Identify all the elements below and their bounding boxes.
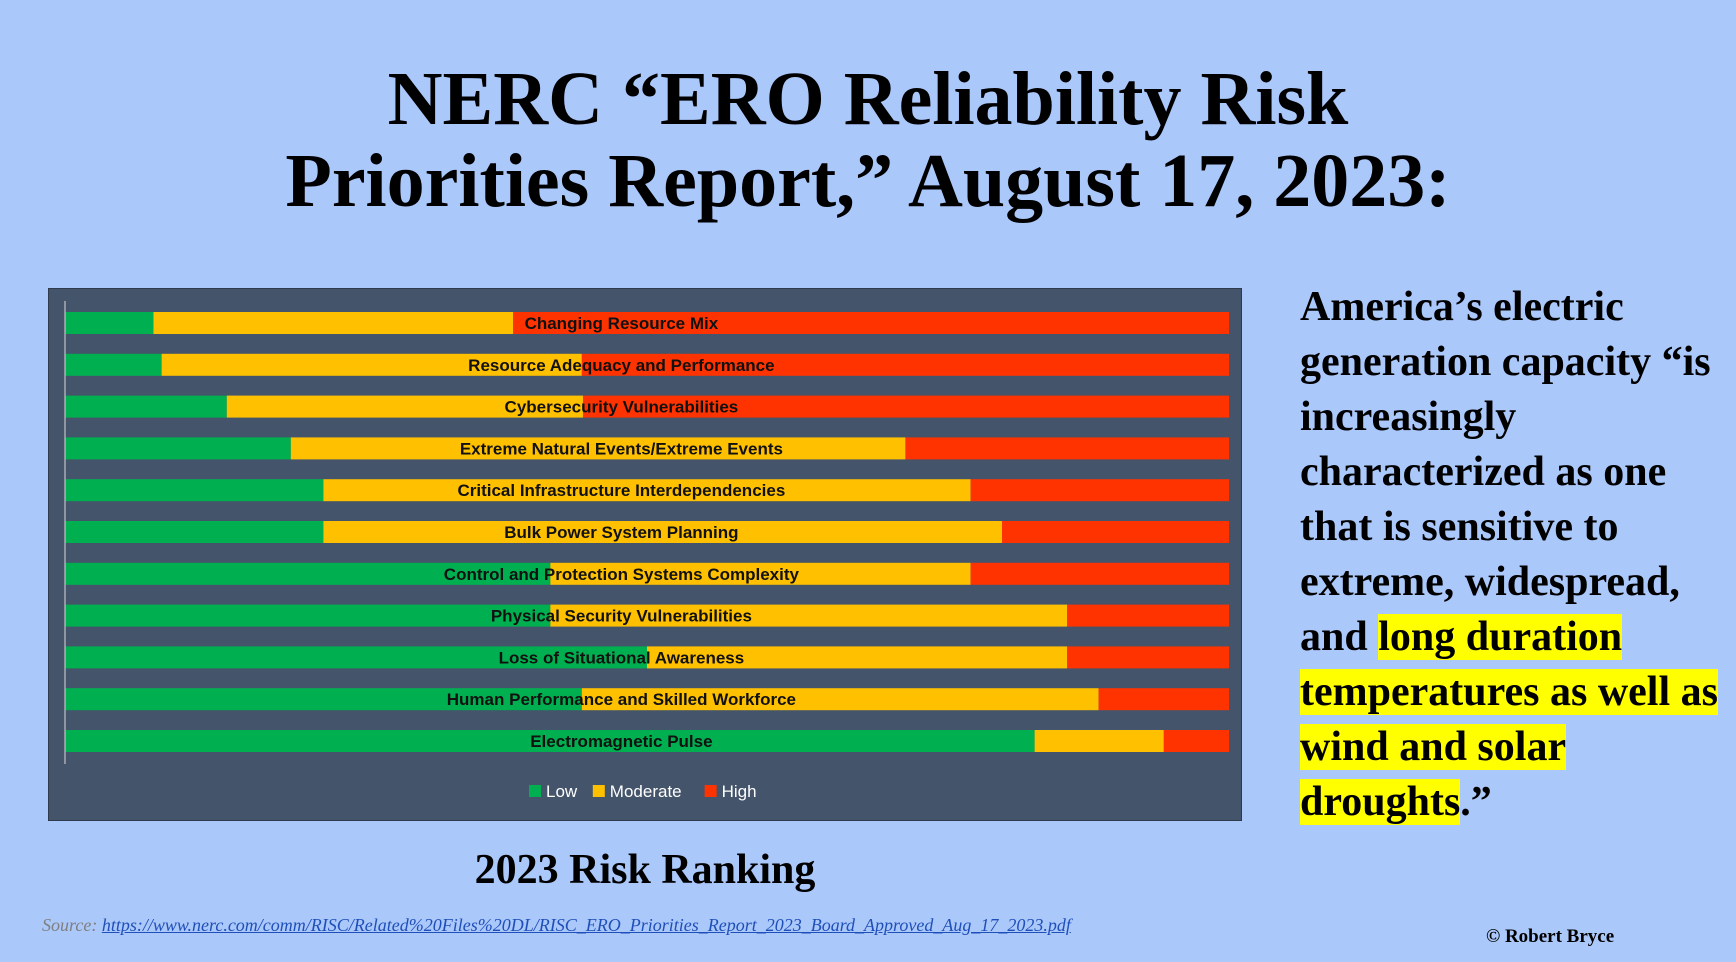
category-label-1: Resource Adequacy and Performance	[468, 356, 774, 375]
legend-label-moderate: Moderate	[610, 782, 682, 801]
chart-canvas: Changing Resource Mix Resource Adequacy a…	[64, 301, 1229, 801]
bar-moderate-6	[550, 562, 971, 585]
category-label-6: Control and Protection Systems Complexit…	[444, 565, 800, 584]
bar-low-7	[65, 604, 551, 627]
legend-swatch-low	[529, 785, 541, 797]
chart-caption: 2023 Risk Ranking	[474, 847, 816, 893]
source-label: Source:	[42, 915, 98, 935]
bar-moderate-5	[323, 521, 1003, 543]
legend-swatch-high	[704, 785, 717, 797]
bar-low-2	[65, 395, 227, 418]
risk-ranking-chart: Changing Resource Mix Resource Adequacy a…	[48, 288, 1242, 821]
bar-moderate-0	[153, 312, 514, 334]
bar-low-0	[65, 312, 154, 334]
bar-moderate-1	[161, 353, 582, 376]
bar-low-9	[65, 688, 582, 711]
category-label-4: Critical Infrastructure Interdependencie…	[457, 481, 785, 500]
bar-high-6	[970, 562, 1229, 585]
title-line-1: NERC “ERO Reliability Risk	[387, 57, 1349, 141]
bar-high-3	[905, 437, 1229, 460]
bar-high-1	[581, 353, 1229, 376]
slide-title: NERC “ERO Reliability Risk Priorities Re…	[0, 58, 1736, 222]
source-note: Source: https://www.nerc.com/comm/RISC/R…	[42, 915, 1071, 936]
bar-moderate-7	[550, 604, 1068, 627]
category-label-7: Physical Security Vulnerabilities	[491, 607, 752, 626]
category-label-2: Cybersecurity Vulnerabilities	[505, 398, 739, 417]
category-label-9: Human Performance and Skilled Workforce	[447, 690, 796, 709]
bar-low-5	[65, 521, 324, 543]
bar-high-5	[1002, 521, 1229, 543]
bar-low-3	[65, 437, 291, 460]
quote-text: America’s electric generation capacity “…	[1300, 280, 1730, 830]
bar-high-0	[513, 312, 1229, 334]
legend-label-low: Low	[546, 782, 578, 801]
bar-moderate-10	[1034, 730, 1164, 752]
copyright: © Robert Bryce	[1486, 926, 1615, 947]
category-label-8: Loss of Situational Awareness	[499, 648, 745, 667]
bar-high-10	[1163, 730, 1229, 752]
bar-low-10	[65, 730, 1035, 752]
legend-label-high: High	[722, 782, 757, 801]
bar-low-8	[65, 646, 647, 669]
quote-part-2: .”	[1460, 779, 1492, 825]
category-label-10: Electromagnetic Pulse	[530, 732, 712, 751]
category-label-0: Changing Resource Mix	[525, 314, 719, 333]
title-line-2: Priorities Report,” August 17, 2023:	[285, 139, 1451, 223]
bar-moderate-2	[226, 395, 583, 418]
category-label-3: Extreme Natural Events/Extreme Events	[460, 439, 783, 458]
source-link[interactable]: https://www.nerc.com/comm/RISC/Related%2…	[101, 915, 1071, 935]
bar-moderate-8	[647, 646, 1068, 669]
bar-high-7	[1067, 604, 1229, 627]
bar-low-1	[65, 353, 162, 376]
category-label-5: Bulk Power System Planning	[504, 523, 738, 542]
bar-moderate-4	[323, 479, 971, 502]
bar-low-6	[65, 562, 551, 585]
quote-part-1: America’s electric generation capacity “…	[1300, 284, 1711, 660]
bar-high-8	[1067, 646, 1229, 669]
bar-moderate-9	[581, 688, 1099, 711]
legend-swatch-moderate	[592, 785, 605, 797]
bar-high-9	[1098, 688, 1229, 711]
bar-high-4	[970, 479, 1229, 502]
bar-high-2	[582, 395, 1229, 418]
bar-low-4	[65, 479, 324, 502]
bar-moderate-3	[290, 437, 906, 460]
